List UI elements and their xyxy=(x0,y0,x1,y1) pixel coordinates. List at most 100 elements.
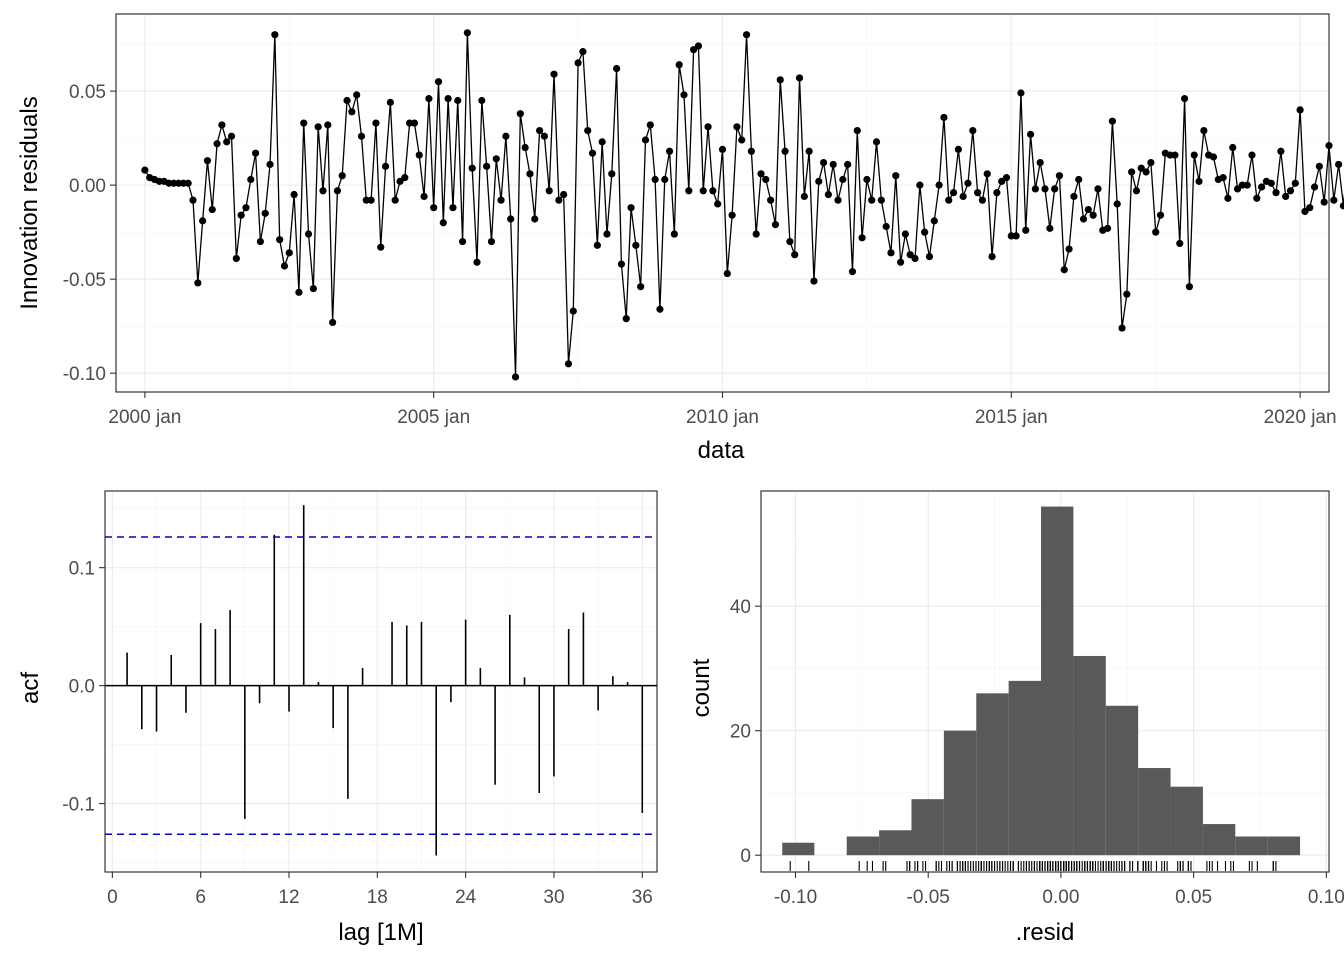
residual-point xyxy=(285,249,293,257)
residual-point xyxy=(1108,117,1116,125)
residual-point xyxy=(507,215,515,223)
residual-point xyxy=(795,74,804,82)
residual-point xyxy=(921,228,929,236)
residual-point xyxy=(694,42,703,50)
residual-point xyxy=(901,230,910,238)
residual-point xyxy=(665,147,674,155)
acf-x-tick-label: 0 xyxy=(107,887,118,908)
residual-point xyxy=(887,249,895,257)
residual-point xyxy=(444,95,452,103)
residual-point xyxy=(251,149,260,157)
residual-point xyxy=(391,196,399,204)
residual-point xyxy=(329,318,337,327)
acf-x-tick-label: 30 xyxy=(543,887,564,908)
residual-point xyxy=(964,179,972,187)
residuals-line xyxy=(144,32,1344,377)
residual-point xyxy=(853,126,861,135)
residual-point xyxy=(1026,130,1035,138)
acf-panel xyxy=(104,490,658,873)
residual-point xyxy=(608,170,616,178)
residual-point xyxy=(1017,89,1025,97)
residual-point xyxy=(742,31,751,39)
histogram-bar xyxy=(911,799,944,856)
residual-point xyxy=(747,147,755,155)
residual-point xyxy=(617,260,626,268)
residual-point xyxy=(829,160,837,169)
histogram-bar xyxy=(1235,836,1268,856)
residual-point xyxy=(1118,324,1126,332)
residuals-time-plot: 2000 jan 2005 jan 2010 jan 2015 jan 2020 jan… xyxy=(63,13,1344,428)
residual-point xyxy=(223,138,231,146)
histogram-border xyxy=(760,490,1330,873)
residual-point xyxy=(473,258,481,266)
residual-point xyxy=(555,196,563,204)
residual-point xyxy=(1060,266,1068,274)
residual-point xyxy=(1041,185,1049,193)
residual-point xyxy=(834,196,842,204)
residual-point xyxy=(791,251,799,259)
residual-point xyxy=(535,126,544,135)
residual-point xyxy=(632,241,640,249)
residual-point xyxy=(1156,211,1165,219)
residual-point xyxy=(381,162,390,170)
residual-point xyxy=(502,132,510,140)
histogram-x-tick-label: -0.05 xyxy=(907,887,950,908)
residual-point xyxy=(1036,158,1044,167)
residual-point xyxy=(800,192,808,201)
residual-point xyxy=(454,96,462,105)
residual-point xyxy=(752,230,760,238)
residual-point xyxy=(483,162,491,170)
residual-point xyxy=(863,175,871,184)
residual-point xyxy=(733,123,741,131)
residual-point xyxy=(1277,147,1285,155)
residual-point xyxy=(954,145,962,154)
residual-point xyxy=(877,196,885,204)
residual-point xyxy=(1152,228,1160,236)
residual-point xyxy=(574,59,582,67)
residual-point xyxy=(781,147,789,155)
residual-point xyxy=(1200,126,1208,135)
residual-point xyxy=(1022,226,1030,234)
residual-point xyxy=(1272,189,1280,197)
residual-point xyxy=(588,149,597,157)
residual-point xyxy=(295,288,303,296)
residual-point xyxy=(767,196,775,204)
time-plot-x-tick-label: 2010 jan xyxy=(686,407,759,428)
residual-point xyxy=(1267,179,1275,187)
residual-point xyxy=(242,204,250,212)
residual-point xyxy=(1079,215,1088,223)
residual-point xyxy=(1176,239,1184,248)
residual-point xyxy=(974,189,982,197)
histogram-bar xyxy=(1202,824,1236,856)
residual-point xyxy=(300,119,308,127)
histogram-xlabel: .resid xyxy=(1016,919,1075,946)
residual-point xyxy=(815,177,823,185)
residual-point xyxy=(1055,172,1064,180)
residual-point xyxy=(189,196,197,204)
histogram-y-tick-label: 0 xyxy=(740,846,751,867)
residual-point xyxy=(637,283,645,291)
residual-point xyxy=(309,284,317,293)
residual-point xyxy=(1065,245,1073,253)
residual-point xyxy=(718,145,727,154)
residual-point xyxy=(338,172,346,180)
residual-point xyxy=(1128,168,1136,176)
residual-point xyxy=(598,138,606,146)
histogram-bar xyxy=(976,693,1009,856)
acf-x-tick-label: 6 xyxy=(195,887,206,908)
residual-point xyxy=(280,262,289,270)
time-plot-x-tick-label: 2005 jan xyxy=(397,407,470,428)
residual-point xyxy=(858,234,866,242)
residual-point xyxy=(969,126,977,135)
residual-point xyxy=(487,237,496,246)
residual-point xyxy=(531,215,539,223)
residual-point xyxy=(848,268,857,276)
residual-point xyxy=(839,175,847,184)
residual-point xyxy=(1243,181,1251,189)
acf-x-tick-label: 36 xyxy=(632,887,653,908)
residual-point xyxy=(468,164,476,172)
residual-point xyxy=(194,279,202,287)
residual-point xyxy=(584,126,592,135)
residual-point xyxy=(579,48,587,56)
